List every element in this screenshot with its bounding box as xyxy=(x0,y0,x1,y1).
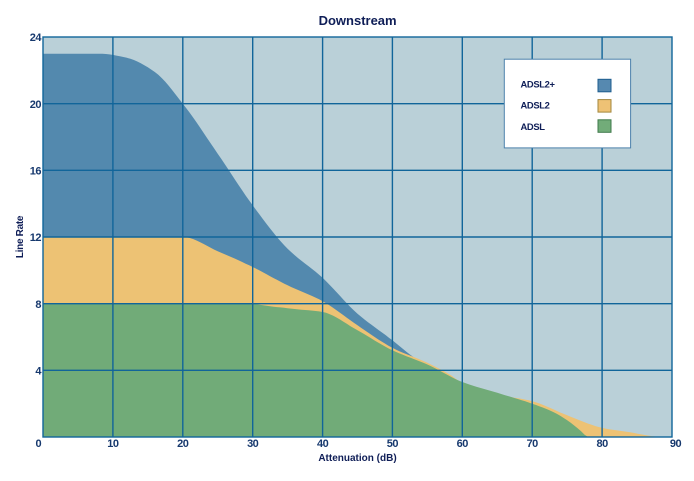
svg-text:ADSL2+: ADSL2+ xyxy=(521,79,556,90)
svg-text:Line Rate: Line Rate xyxy=(15,215,26,258)
svg-text:80: 80 xyxy=(596,438,608,450)
svg-text:16: 16 xyxy=(30,165,42,177)
svg-text:12: 12 xyxy=(30,232,42,244)
svg-text:Downstream: Downstream xyxy=(319,13,397,28)
svg-text:10: 10 xyxy=(107,438,119,450)
svg-text:90: 90 xyxy=(670,438,682,450)
svg-text:20: 20 xyxy=(30,99,42,111)
svg-text:8: 8 xyxy=(35,299,41,311)
svg-text:ADSL2: ADSL2 xyxy=(521,100,550,111)
svg-text:40: 40 xyxy=(317,438,329,450)
svg-text:50: 50 xyxy=(387,438,399,450)
svg-text:24: 24 xyxy=(30,32,43,44)
svg-text:ADSL: ADSL xyxy=(521,121,546,132)
svg-text:Attenuation (dB): Attenuation (dB) xyxy=(318,453,396,464)
svg-text:60: 60 xyxy=(457,438,469,450)
svg-text:30: 30 xyxy=(247,438,259,450)
svg-text:20: 20 xyxy=(177,438,189,450)
svg-text:0: 0 xyxy=(35,438,41,450)
svg-text:70: 70 xyxy=(527,438,539,450)
svg-text:4: 4 xyxy=(35,365,42,377)
